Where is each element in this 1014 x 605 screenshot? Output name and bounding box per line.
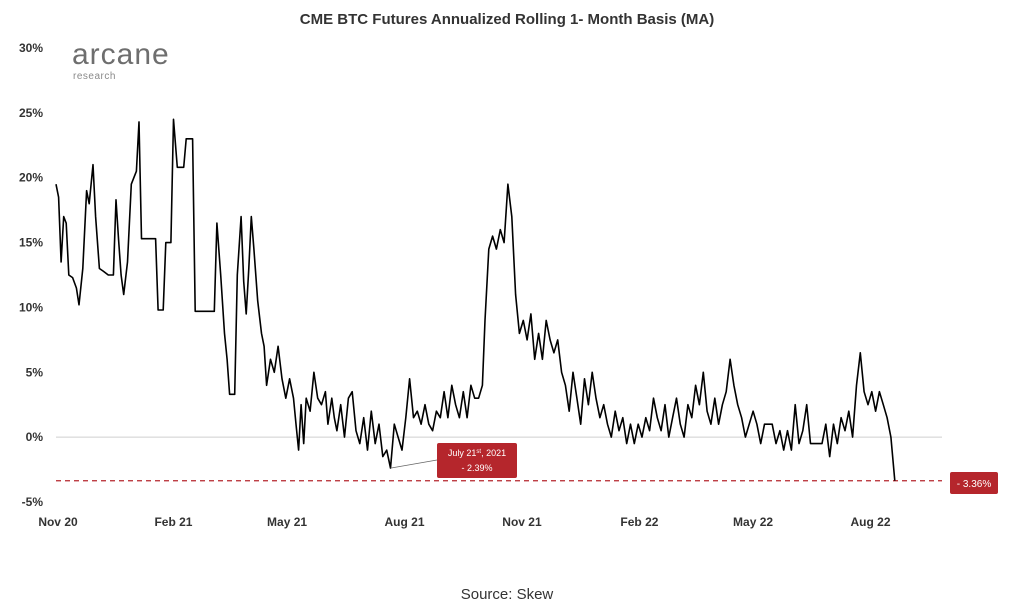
annotation-july-2021: July 21st, 2021 - 2.39% [390,443,517,478]
x-tick-label: Aug 22 [850,515,890,529]
x-tick-label: Nov 20 [38,515,78,529]
y-tick-label: 5% [26,365,44,379]
annotation-leader [390,459,438,469]
latest-value-label: - 3.36% [957,479,992,490]
y-tick-label: 15% [19,236,43,250]
arcane-logo: arcane research [72,38,170,82]
chart-title: CME BTC Futures Annualized Rolling 1- Mo… [300,11,714,28]
y-tick-label: 10% [19,300,43,314]
x-tick-label: Feb 21 [154,515,192,529]
x-tick-label: Feb 22 [620,515,658,529]
annotation-box [437,443,517,478]
x-tick-label: Aug 21 [385,515,425,529]
annotation-latest: - 3.36% [950,472,998,494]
source-caption: Source: Skew [461,586,554,603]
latest-value-box [950,472,998,494]
y-tick-label: 25% [19,106,43,120]
x-tick-label: Nov 21 [502,515,542,529]
x-axis-ticks: Nov 20 Feb 21 May 21 Aug 21 Nov 21 Feb 22 May … [38,515,891,529]
annotation-value-label: - 2.39% [461,463,492,473]
x-tick-label: May 22 [733,515,773,529]
annotation-date-label: July 21st, 2021 [448,448,506,458]
logo-subtext: research [73,71,116,82]
y-tick-label: 30% [19,41,43,55]
y-tick-label: -5% [22,495,44,509]
y-tick-label: 0% [26,430,44,444]
y-axis-ticks: 30% 25% 20% 15% 10% 5% 0% -5% [19,41,43,509]
series-line [55,118,896,481]
x-tick-label: May 21 [267,515,307,529]
logo-wordmark: arcane [72,38,170,71]
y-tick-label: 20% [19,171,43,185]
